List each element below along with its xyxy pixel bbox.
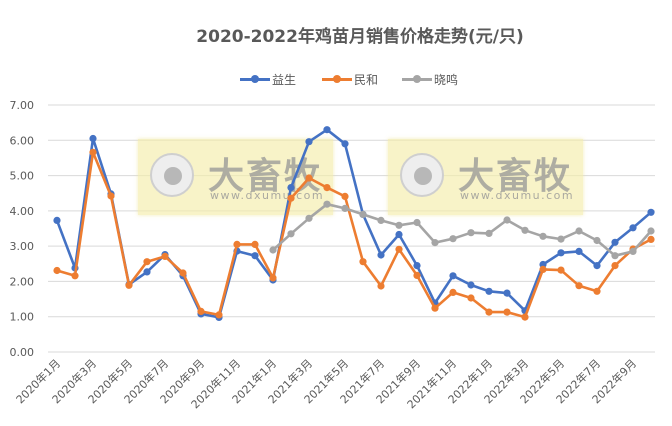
y-tick-label: 0.00 bbox=[10, 346, 35, 359]
legend-label: 民和 bbox=[354, 72, 379, 87]
y-tick-label: 3.00 bbox=[10, 240, 35, 253]
legend-swatch-icon bbox=[402, 74, 432, 83]
watermark-url: www.dxumu.com bbox=[460, 189, 575, 202]
legend-item-minhe[interactable]: 民和 bbox=[322, 70, 378, 88]
watermark-logo-icon bbox=[400, 153, 444, 197]
legend-item-yisheng[interactable]: 益生 bbox=[240, 70, 296, 88]
y-tick-label: 4.00 bbox=[10, 205, 35, 218]
legend-swatch-icon bbox=[322, 74, 352, 83]
legend-item-xiaoming[interactable]: 晓鸣 bbox=[402, 70, 458, 88]
y-tick-label: 1.00 bbox=[10, 311, 35, 324]
y-tick-label: 2.00 bbox=[10, 275, 35, 288]
y-tick-label: 5.00 bbox=[10, 170, 35, 183]
watermark: 大畜牧 www.dxumu.com bbox=[138, 139, 333, 215]
legend-label: 益生 bbox=[272, 72, 297, 87]
legend-label: 晓鸣 bbox=[434, 72, 459, 87]
watermark-url: www.dxumu.com bbox=[210, 189, 325, 202]
chart-legend: 益生 民和 晓鸣 bbox=[0, 70, 672, 88]
watermark-logo-icon bbox=[150, 153, 194, 197]
chart-title: 2020-2022年鸡苗月销售价格走势(元/只) bbox=[196, 27, 524, 47]
legend-swatch-icon bbox=[240, 74, 270, 83]
watermark: 大畜牧 www.dxumu.com bbox=[388, 139, 583, 215]
y-tick-label: 7.00 bbox=[10, 99, 35, 112]
y-tick-label: 6.00 bbox=[10, 134, 35, 147]
